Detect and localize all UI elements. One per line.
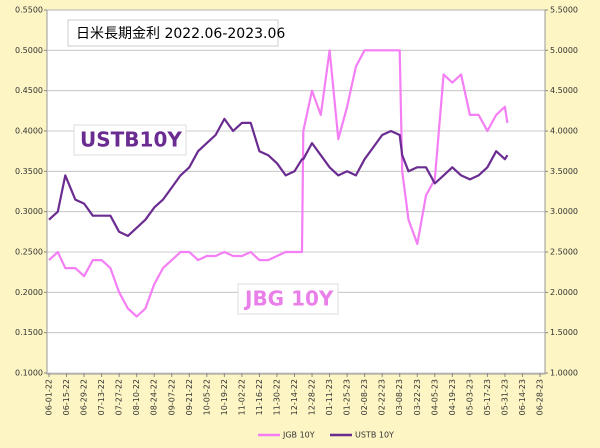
x-tick-label: 04-19-23: [448, 379, 457, 415]
y-tick-label: 0.1500: [15, 328, 43, 337]
x-tick-label: 02-08-23: [360, 379, 369, 415]
y-tick-label: 0.4500: [15, 86, 43, 95]
x-tick-label: 01-25-23: [343, 379, 352, 415]
y2-tick-label: 3.5000: [550, 167, 578, 176]
chart-title: 日米長期金利 2022.06-2023.06: [76, 26, 285, 42]
y2-tick-label: 5.0000: [550, 46, 578, 55]
x-tick-label: 12-14-22: [290, 379, 299, 415]
y-tick-label: 0.5500: [15, 6, 43, 15]
y-tick-label: 0.5000: [15, 46, 43, 55]
y-tick-label: 0.2000: [15, 288, 43, 297]
x-tick-label: 09-07-22: [167, 379, 176, 415]
series-line: [48, 117, 509, 237]
y-tick-label: 0.1000: [15, 369, 43, 378]
x-tick-label: 08-10-22: [132, 379, 141, 415]
x-tick-label: 07-27-22: [115, 379, 124, 415]
plot-area: [46, 9, 546, 375]
annotation-box: [237, 283, 339, 315]
x-tick-label: 10-05-22: [202, 379, 211, 415]
x-tick-label: 03-22-23: [413, 379, 422, 415]
x-tick-label: 08-24-22: [150, 379, 159, 415]
annotation-box: [73, 124, 187, 156]
y2-tick-label: 2.0000: [550, 288, 578, 297]
x-tick-label: 03-08-23: [395, 379, 404, 415]
x-tick-label: 07-13-22: [97, 379, 106, 415]
x-tick-label: 11-02-22: [237, 379, 246, 415]
x-tick-label: 09-21-22: [185, 379, 194, 415]
x-tick-label: 05-31-23: [500, 379, 509, 415]
y-tick-label: 0.4000: [15, 127, 43, 136]
x-tick-label: 06-14-23: [518, 379, 527, 415]
x-tick-label: 06-28-23: [536, 379, 545, 415]
y-tick-label: 0.3500: [15, 167, 43, 176]
legend-label: JGB 10Y: [282, 431, 315, 440]
x-tick-label: 05-17-23: [483, 379, 492, 415]
x-tick-label: 04-05-23: [430, 379, 439, 415]
y2-tick-label: 2.5000: [550, 248, 578, 257]
x-tick-label: 05-03-23: [465, 379, 474, 415]
annotation: USTB10Y: [80, 128, 182, 152]
annotation: JBG 10Y: [243, 287, 334, 311]
y2-tick-label: 4.5000: [550, 86, 578, 95]
y2-tick-label: 5.5000: [550, 6, 578, 15]
y2-tick-label: 4.0000: [550, 127, 578, 136]
x-tick-label: 01-11-23: [325, 379, 334, 415]
legend-label: USTB 10Y: [355, 431, 394, 440]
x-tick-label: 10-19-22: [220, 379, 229, 415]
x-tick-label: 02-22-23: [378, 379, 387, 415]
x-tick-label: 06-01-22: [45, 379, 54, 415]
y2-tick-label: 1.5000: [550, 328, 578, 337]
y-tick-label: 0.3000: [15, 207, 43, 216]
title-box: [67, 19, 279, 47]
x-tick-label: 11-16-22: [255, 379, 264, 415]
x-tick-label: 12-28-22: [308, 379, 317, 415]
y2-tick-label: 1.0000: [550, 369, 578, 378]
x-tick-label: 06-15-22: [62, 379, 71, 415]
y2-tick-label: 3.0000: [550, 207, 578, 216]
y-tick-label: 0.2500: [15, 248, 43, 257]
x-tick-label: 11-30-22: [272, 379, 281, 415]
x-tick-label: 06-29-22: [80, 379, 89, 415]
